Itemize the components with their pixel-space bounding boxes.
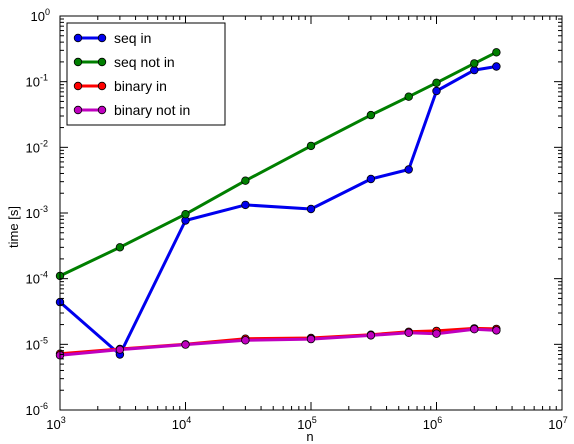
tick-label-exponent: -3: [40, 204, 48, 214]
x-tick-label: 106: [423, 415, 442, 432]
legend-marker: [97, 81, 107, 91]
y-tick-label: 100: [31, 7, 50, 24]
data-point: [492, 48, 501, 57]
data-point: [404, 328, 413, 337]
tick-label-exponent: -1: [40, 73, 48, 83]
data-point: [181, 340, 190, 349]
y-tick-label: 10-2: [26, 138, 48, 155]
tick-label-exponent: 0: [45, 7, 50, 17]
legend-marker: [97, 105, 107, 115]
x-tick-label: 105: [297, 415, 316, 432]
legend-label: seq not in: [114, 54, 175, 70]
legend-marker: [73, 57, 83, 67]
data-point: [366, 110, 376, 120]
tick-label-exponent: 6: [437, 415, 442, 425]
legend: seq in seq not in binary in binary not in: [66, 22, 226, 126]
tick-label-exponent: 3: [61, 415, 66, 425]
data-point: [306, 141, 316, 151]
tick-label-base: 10: [423, 417, 437, 432]
legend-marker: [97, 33, 107, 43]
data-point: [470, 325, 479, 334]
data-point: [241, 200, 250, 210]
data-point: [432, 78, 441, 87]
series-binary-not-in: [55, 325, 501, 360]
x-tick-label: 103: [46, 415, 65, 432]
legend-label: binary not in: [114, 102, 190, 118]
tick-label-base: 10: [26, 206, 40, 221]
y-axis-label: time [s]: [6, 206, 21, 248]
legend-marker: [73, 105, 83, 115]
data-point: [306, 204, 316, 214]
tick-label-base: 10: [297, 417, 311, 432]
tick-label-exponent: -6: [40, 401, 48, 411]
x-tick-label: 104: [172, 415, 191, 432]
tick-label-base: 10: [31, 9, 45, 24]
legend-label: binary in: [114, 78, 167, 94]
tick-label-base: 10: [26, 272, 40, 287]
data-point: [366, 331, 376, 340]
legend-marker: [97, 57, 107, 67]
legend-item: binary in: [73, 78, 167, 94]
tick-label-base: 10: [26, 140, 40, 155]
data-point: [115, 243, 125, 252]
data-point: [404, 92, 413, 101]
data-point: [432, 86, 441, 96]
x-tick-label: 107: [548, 415, 567, 432]
y-tick-label: 10-3: [26, 204, 48, 221]
data-point: [492, 62, 501, 71]
data-point: [241, 176, 250, 185]
series-layer: [55, 48, 501, 360]
tick-label-base: 10: [26, 337, 40, 352]
tick-label-base: 10: [26, 403, 40, 418]
legend-label: seq in: [114, 30, 151, 46]
data-point: [181, 209, 190, 219]
data-point: [432, 329, 441, 338]
series-line: [59, 327, 497, 357]
tick-label-exponent: 4: [186, 415, 191, 425]
series-line: [59, 50, 498, 278]
tick-label-base: 10: [26, 75, 40, 90]
legend-item: seq not in: [73, 54, 175, 70]
legend-box: [66, 22, 226, 126]
tick-label-exponent: -2: [40, 138, 48, 148]
legend-item: seq in: [73, 30, 151, 46]
tick-label-base: 10: [46, 417, 60, 432]
legend-marker: [73, 33, 83, 43]
data-point: [306, 334, 316, 344]
legend-marker: [73, 81, 83, 91]
series-line: [59, 65, 497, 356]
legend-item: binary not in: [73, 102, 190, 118]
tick-label-exponent: 5: [312, 415, 317, 425]
data-point: [404, 165, 413, 174]
y-tick-label: 10-4: [26, 270, 48, 287]
data-point: [492, 326, 501, 335]
data-point: [366, 174, 376, 184]
x-axis-label: n: [306, 429, 313, 444]
y-tick-label: 10-6: [26, 401, 48, 418]
data-point: [470, 59, 479, 68]
tick-label-exponent: -5: [40, 335, 48, 345]
data-point: [115, 345, 125, 354]
x-axis-ticks: 103 104 105 106 107: [46, 16, 568, 432]
tick-label-exponent: -4: [40, 270, 48, 280]
data-point: [241, 336, 250, 345]
tick-label-base: 10: [548, 417, 562, 432]
tick-label-base: 10: [172, 417, 186, 432]
y-tick-label: 10-5: [26, 335, 48, 352]
y-tick-label: 10-1: [26, 73, 48, 90]
tick-label-exponent: 7: [563, 415, 568, 425]
